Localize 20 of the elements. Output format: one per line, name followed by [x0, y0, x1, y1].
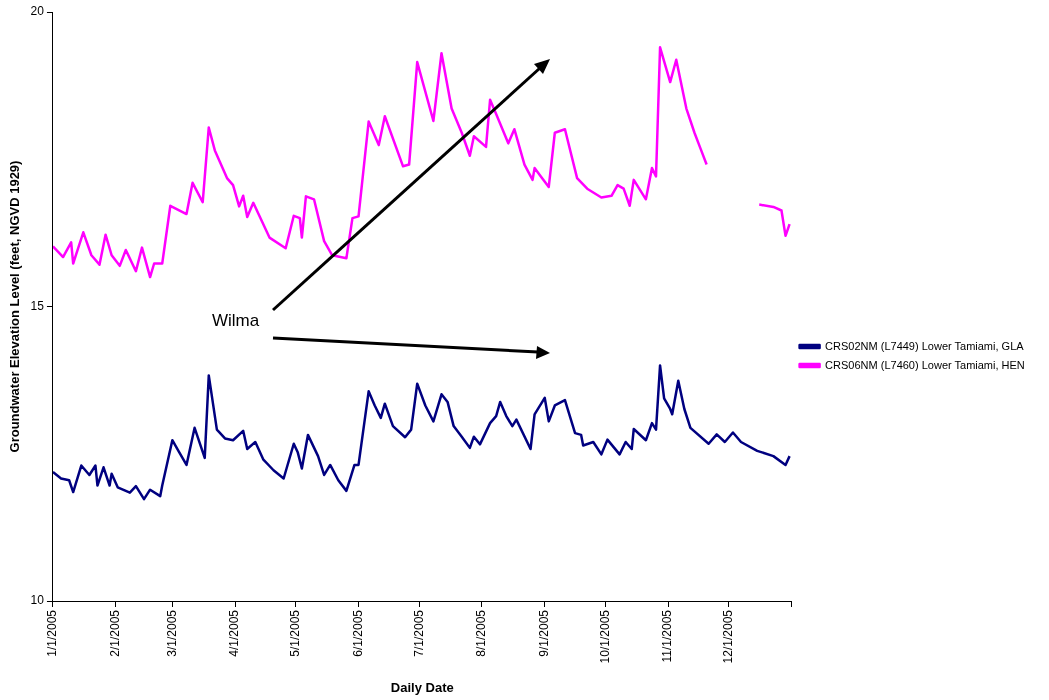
x-tick-label: 5/1/2005 [288, 609, 303, 657]
x-tick-label: 9/1/2005 [537, 609, 552, 657]
legend-label: CRS06NM (L7460) Lower Tamiami, HEN [825, 358, 1025, 371]
x-axis-title: Daily Date [390, 679, 454, 695]
x-tick-label: 12/1/2005 [721, 609, 736, 664]
x-tick-label: 10/1/2005 [597, 609, 612, 664]
x-tick-label: 3/1/2005 [164, 609, 179, 657]
x-tick-label: 1/1/2005 [45, 609, 60, 657]
x-tick-label: 4/1/2005 [227, 609, 242, 657]
x-tick-label: 11/1/2005 [660, 609, 675, 663]
y-axis-title: Groundwater Elevation Level (feet, NGVD 1929) [7, 160, 23, 453]
y-tick-label: 20 [30, 4, 45, 19]
y-tick-label: 10 [30, 593, 45, 608]
legend-label: CRS02NM (L7449) Lower Tamiami, GLA [825, 339, 1025, 352]
x-tick-label: 8/1/2005 [474, 609, 489, 657]
annotation: Wilma [212, 311, 260, 331]
x-tick-label: 7/1/2005 [411, 609, 426, 657]
x-tick-label: 2/1/2005 [108, 609, 122, 657]
y-tick-label: 15 [30, 298, 45, 313]
x-tick-label: 6/1/2005 [350, 609, 365, 657]
